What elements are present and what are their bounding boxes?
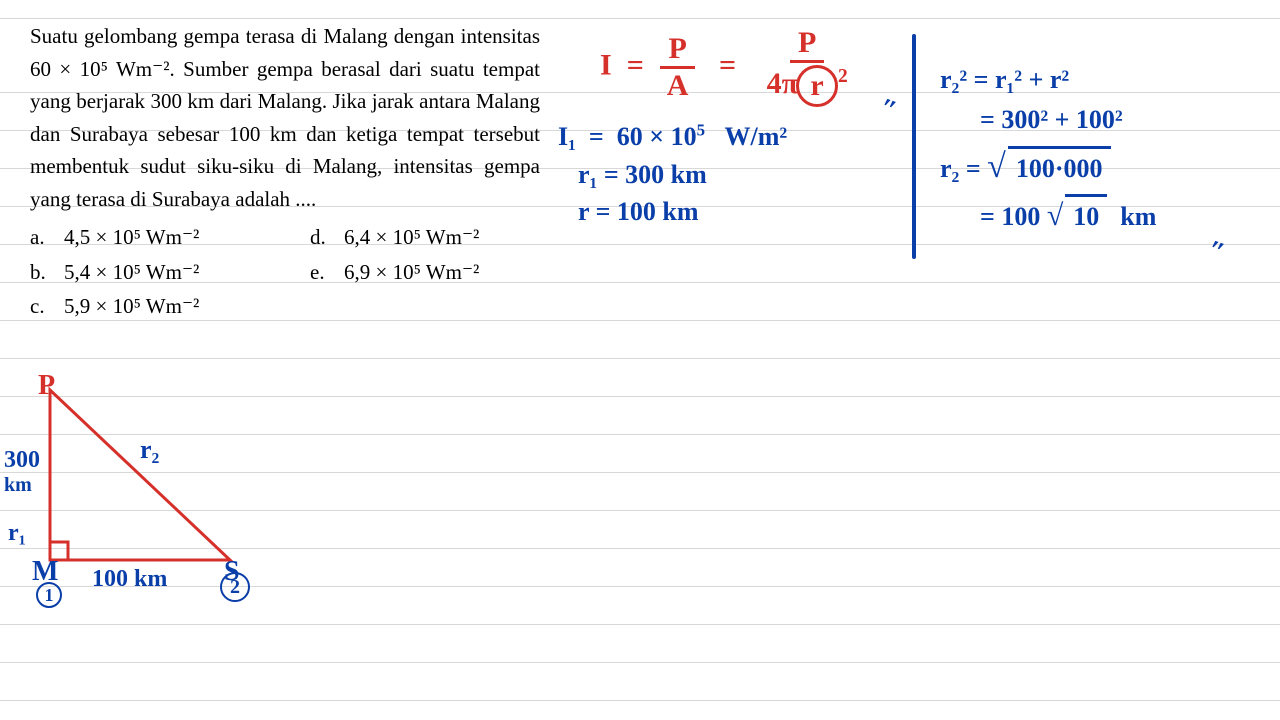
side-100-label: 100 km — [92, 566, 167, 593]
vertex-p: P — [38, 370, 55, 402]
answer-options: a.4,5 × 10⁵ Wm⁻² d.6,4 × 10⁵ Wm⁻² b.5,4 … — [30, 221, 540, 323]
option-b: b.5,4 × 10⁵ Wm⁻² — [30, 256, 260, 289]
circle-2: 2 — [220, 572, 250, 602]
calc-line-2: = 300² + 100² — [940, 100, 1156, 140]
circled-r: r — [796, 65, 838, 107]
intensity-formula: I = P A = P 4πr2 — [600, 28, 856, 107]
option-a: a.4,5 × 10⁵ Wm⁻² — [30, 221, 260, 254]
calc-line-3: r₂ = √100·000 — [940, 141, 1156, 194]
option-d: d.6,4 × 10⁵ Wm⁻² — [310, 221, 540, 254]
calc-line-4: = 100 √10 km — [940, 193, 1156, 240]
side-300-label: 300 km — [4, 448, 40, 496]
r2-calculation: r₂² = r₁² + r² = 300² + 100² r₂ = √100·0… — [940, 60, 1156, 240]
hypotenuse-label: r₂ — [140, 435, 159, 465]
fraction-p-over-a: P A — [659, 34, 697, 101]
given-i1: I₁ = 60 × 105 W/m² — [558, 118, 787, 156]
side-r1-label: r₁ — [8, 520, 26, 547]
fraction-p-over-4pir2: P 4πr2 — [759, 28, 856, 107]
given-r1: r₁ = 300 km — [558, 156, 787, 194]
triangle-diagram: P M S r₂ 300 km r₁ 100 km 1 2 — [10, 380, 290, 610]
given-r: r = 100 km — [558, 193, 787, 231]
circle-1: 1 — [36, 582, 62, 608]
vertical-divider — [912, 34, 916, 259]
option-c: c.5,9 × 10⁵ Wm⁻² — [30, 290, 260, 323]
question-text: Suatu gelombang gempa terasa di Malang d… — [30, 24, 540, 211]
option-e: e.6,9 × 10⁵ Wm⁻² — [310, 256, 540, 289]
question-block: Suatu gelombang gempa terasa di Malang d… — [30, 20, 540, 323]
calc-line-1: r₂² = r₁² + r² — [940, 60, 1156, 100]
given-values: I₁ = 60 × 105 W/m² r₁ = 300 km r = 100 k… — [558, 118, 787, 231]
